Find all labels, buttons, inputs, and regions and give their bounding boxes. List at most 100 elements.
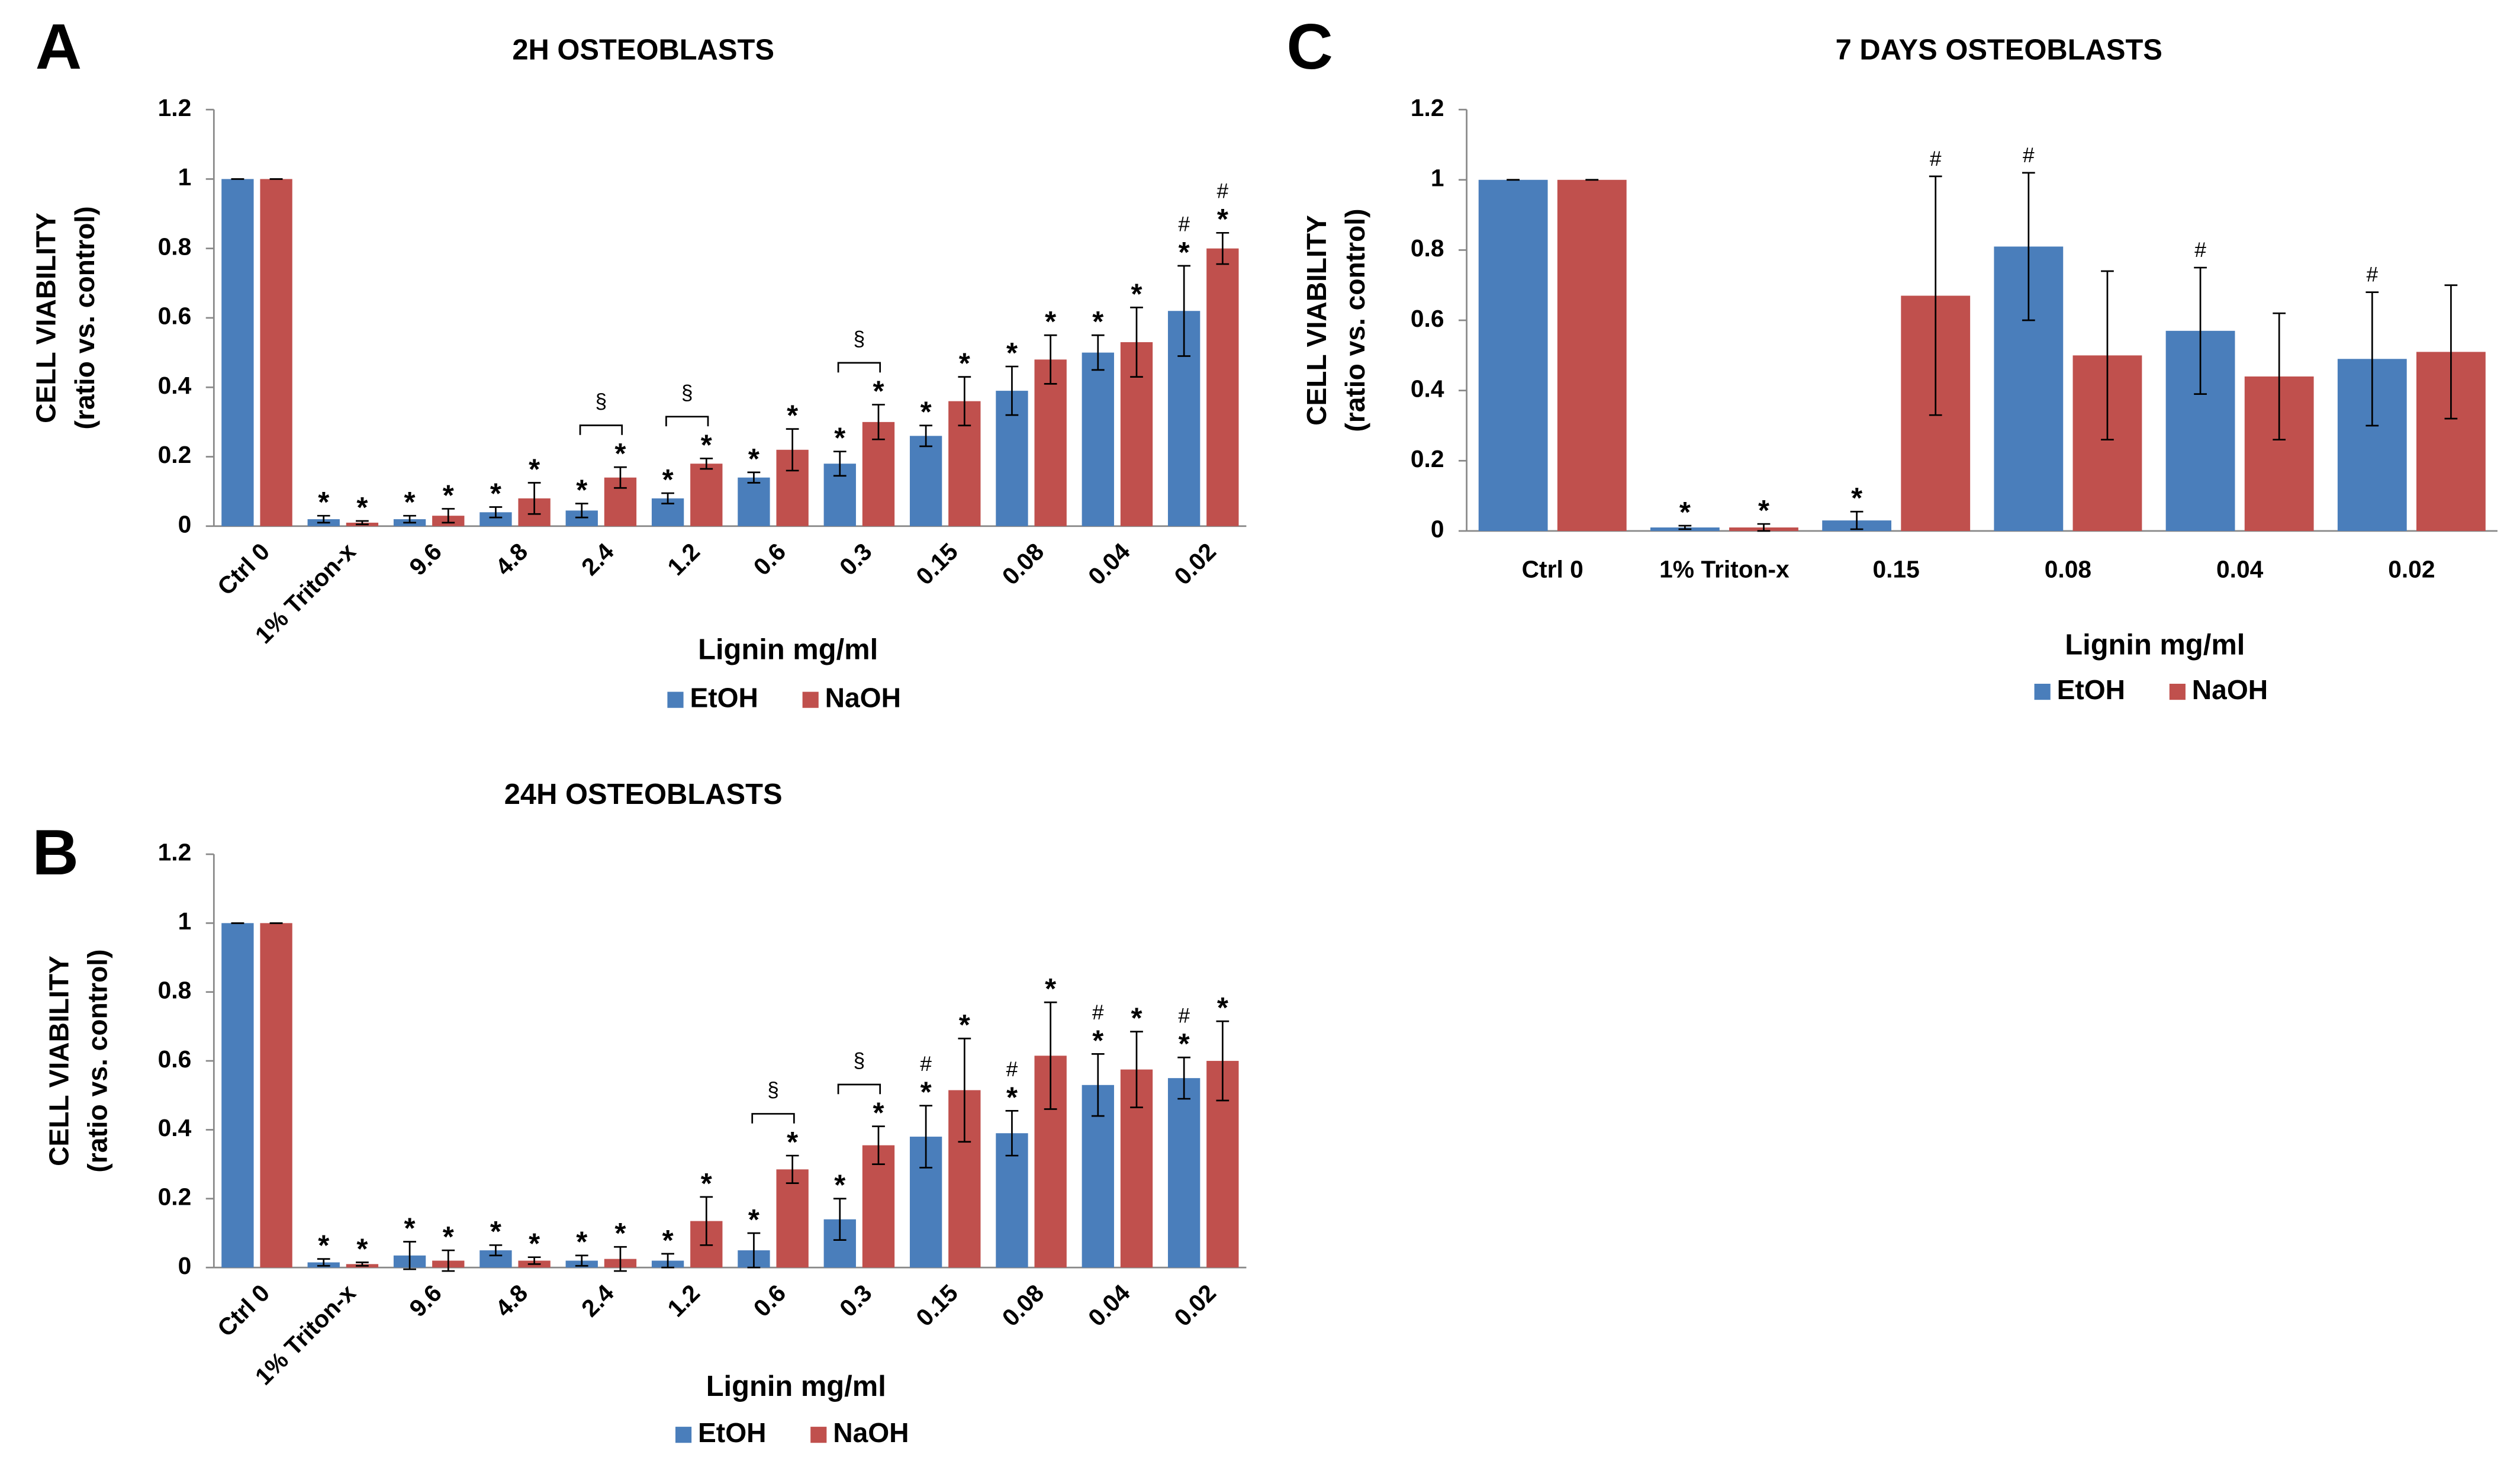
- y-tick-label: 0.8: [158, 233, 192, 260]
- bar: [862, 1145, 895, 1268]
- bar: [776, 1169, 809, 1268]
- significance-mark: #: [2366, 263, 2378, 287]
- chart-title: 7 DAYS OSTEOBLASTS: [1836, 34, 2162, 66]
- bar: [260, 179, 292, 526]
- significance-mark: *: [921, 397, 932, 429]
- significance-mark: *: [959, 1009, 970, 1041]
- bracket: [665, 416, 709, 427]
- bar: [1082, 352, 1114, 526]
- significance-mark: #: [1092, 1001, 1104, 1024]
- significance-mark: #: [1178, 1005, 1190, 1028]
- significance-mark: #: [2194, 239, 2206, 262]
- significance-mark: #: [1178, 213, 1190, 236]
- significance-mark: *: [748, 443, 759, 475]
- x-axis-label: Lignin mg/ml: [706, 1370, 886, 1402]
- significance-mark: *: [443, 1221, 454, 1253]
- bar: [260, 923, 292, 1268]
- significance-mark: *: [748, 1204, 759, 1236]
- bar: [479, 512, 512, 526]
- significance-mark: *: [356, 1233, 368, 1265]
- y-tick-label: 1.2: [158, 839, 192, 866]
- y-tick-label: 0.4: [158, 372, 192, 399]
- panel-label: C: [1286, 11, 1333, 83]
- significance-mark: *: [318, 1230, 329, 1262]
- significance-mark: *: [404, 487, 416, 519]
- significance-mark: *: [490, 1216, 501, 1248]
- x-tick-label: 0.02: [2388, 556, 2435, 583]
- x-axis-label: Lignin mg/ml: [698, 634, 878, 666]
- y-axis-label: (ratio vs. control): [82, 950, 113, 1173]
- significance-mark: *: [873, 1098, 884, 1130]
- bar: [221, 179, 254, 526]
- significance-mark: #: [1006, 1058, 1018, 1081]
- legend-label: EtOH: [698, 1417, 766, 1448]
- significance-mark: *: [1217, 204, 1228, 236]
- y-tick-label: 1: [1431, 165, 1444, 192]
- significance-mark: *: [404, 1212, 416, 1244]
- significance-mark: *: [873, 375, 884, 407]
- significance-mark: *: [1851, 482, 1862, 514]
- significance-mark: *: [443, 480, 454, 511]
- bracket-label: §: [767, 1079, 779, 1102]
- y-axis-label: CELL VIABILITY: [43, 955, 74, 1166]
- significance-mark: *: [1045, 973, 1056, 1005]
- significance-mark: *: [1131, 1003, 1142, 1035]
- panel-label: B: [32, 817, 78, 889]
- legend-swatch: [802, 691, 819, 708]
- significance-mark: *: [662, 464, 674, 496]
- y-tick-label: 0.2: [158, 1183, 192, 1211]
- significance-mark: *: [614, 1218, 626, 1250]
- y-axis-label: (ratio vs. control): [1340, 208, 1370, 432]
- bracket: [837, 1083, 881, 1095]
- significance-mark: #: [1930, 147, 1942, 170]
- x-tick-label: Ctrl 0: [1522, 556, 1584, 583]
- legend-label: EtOH: [690, 682, 758, 713]
- y-axis-label: (ratio vs. control): [69, 206, 100, 429]
- significance-mark: *: [318, 487, 329, 519]
- y-tick-label: 0.8: [1411, 234, 1444, 262]
- legend-label: NaOH: [825, 682, 901, 713]
- significance-mark: #: [1217, 180, 1229, 203]
- significance-mark: *: [614, 438, 626, 470]
- chart-title: 2H OSTEOBLASTS: [512, 34, 774, 66]
- y-tick-label: 1: [178, 163, 192, 191]
- significance-mark: *: [1092, 306, 1103, 338]
- significance-mark: #: [920, 1053, 932, 1076]
- y-tick-label: 0.6: [158, 1045, 192, 1073]
- significance-mark: *: [1006, 337, 1018, 369]
- y-tick-label: 0.4: [158, 1114, 192, 1141]
- significance-mark: *: [1179, 1028, 1190, 1060]
- bracket-label: §: [854, 327, 865, 350]
- y-axis-label: CELL VIABILITY: [31, 213, 62, 423]
- significance-mark: *: [529, 1228, 540, 1260]
- y-tick-label: 0.6: [1411, 305, 1444, 332]
- bar: [1206, 248, 1239, 526]
- significance-mark: *: [356, 492, 368, 524]
- panel-label: A: [36, 11, 82, 83]
- bracket: [751, 1113, 795, 1124]
- significance-mark: *: [1679, 497, 1691, 529]
- significance-mark: *: [701, 1168, 712, 1200]
- y-tick-label: 0.8: [158, 976, 192, 1003]
- significance-mark: *: [1131, 278, 1142, 310]
- y-tick-label: 1.2: [1411, 94, 1444, 121]
- significance-mark: *: [1006, 1082, 1018, 1114]
- y-axis-label: CELL VIABILITY: [1301, 215, 1332, 426]
- legend-swatch: [810, 1427, 827, 1443]
- x-tick-label: 0.04: [2216, 556, 2264, 583]
- significance-mark: *: [834, 1170, 845, 1202]
- significance-mark: #: [2023, 144, 2035, 167]
- y-tick-label: 0.2: [158, 441, 192, 468]
- x-tick-label: 1% Triton-x: [1659, 556, 1790, 583]
- significance-mark: *: [701, 429, 712, 461]
- bracket: [579, 424, 623, 435]
- legend-swatch: [675, 1427, 692, 1443]
- bracket-label: §: [596, 390, 607, 413]
- y-tick-label: 0: [178, 1252, 192, 1279]
- x-axis-label: Lignin mg/ml: [2065, 629, 2245, 661]
- y-tick-label: 0: [1431, 516, 1444, 543]
- significance-mark: *: [529, 453, 540, 485]
